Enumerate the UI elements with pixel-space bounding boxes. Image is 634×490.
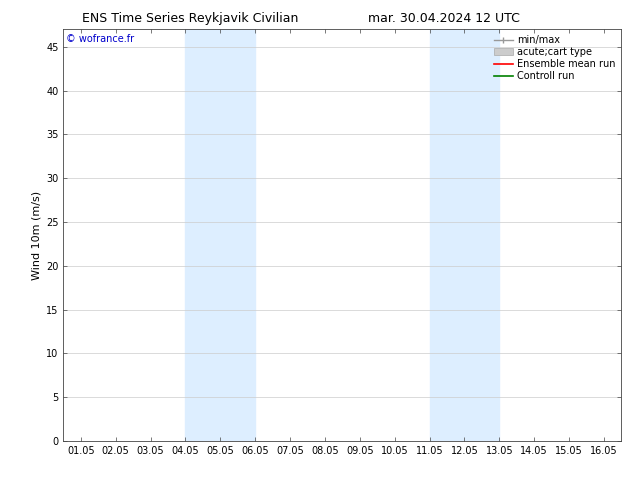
Legend: min/max, acute;cart type, Ensemble mean run, Controll run: min/max, acute;cart type, Ensemble mean … — [491, 32, 618, 84]
Bar — [429, 29, 500, 441]
Text: © wofrance.fr: © wofrance.fr — [66, 33, 134, 44]
Text: ENS Time Series Reykjavik Civilian: ENS Time Series Reykjavik Civilian — [82, 12, 299, 25]
Bar — [185, 29, 255, 441]
Y-axis label: Wind 10m (m/s): Wind 10m (m/s) — [32, 191, 42, 280]
Text: mar. 30.04.2024 12 UTC: mar. 30.04.2024 12 UTC — [368, 12, 520, 25]
